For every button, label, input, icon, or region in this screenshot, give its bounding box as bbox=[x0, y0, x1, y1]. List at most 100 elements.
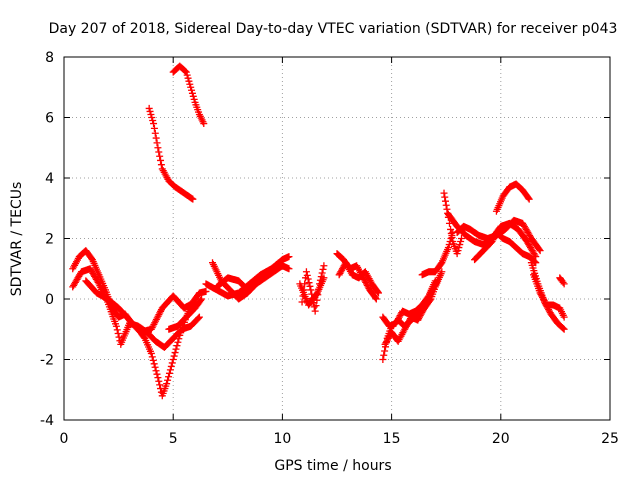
data-point bbox=[150, 124, 158, 132]
data-point bbox=[115, 333, 123, 341]
data-point bbox=[154, 312, 162, 320]
data-point bbox=[187, 83, 195, 91]
data-point bbox=[394, 316, 402, 324]
series-t8 bbox=[209, 259, 293, 303]
data-point bbox=[156, 309, 164, 317]
data-point bbox=[433, 278, 441, 286]
data-point bbox=[195, 313, 203, 321]
data-point bbox=[311, 307, 319, 315]
data-point bbox=[537, 290, 545, 298]
data-point bbox=[164, 376, 172, 384]
data-point bbox=[171, 349, 179, 357]
chart-title: Day 207 of 2018, Sidereal Day-to-day VTE… bbox=[49, 21, 618, 37]
data-point bbox=[243, 285, 251, 293]
data-point bbox=[148, 324, 156, 332]
data-point bbox=[149, 117, 157, 125]
series-t24 bbox=[530, 271, 568, 321]
data-point bbox=[312, 302, 320, 310]
data-point bbox=[156, 152, 164, 160]
x-tick-label: 10 bbox=[273, 431, 291, 447]
data-point bbox=[560, 280, 568, 288]
data-point bbox=[150, 120, 158, 128]
x-axis-label: GPS time / hours bbox=[274, 458, 391, 474]
data-point bbox=[319, 265, 327, 273]
data-point bbox=[416, 312, 424, 320]
data-point bbox=[440, 189, 448, 197]
data-point bbox=[170, 352, 178, 360]
data-point bbox=[169, 356, 177, 363]
data-point bbox=[531, 251, 539, 259]
data-point bbox=[443, 205, 451, 213]
data-point bbox=[148, 353, 156, 361]
data-point bbox=[154, 144, 162, 152]
data-point bbox=[560, 313, 568, 321]
data-point bbox=[152, 317, 160, 325]
data-point bbox=[154, 374, 162, 382]
data-point bbox=[441, 197, 449, 205]
data-point bbox=[381, 347, 389, 355]
data-point bbox=[455, 244, 463, 252]
data-point bbox=[381, 340, 389, 348]
data-point bbox=[374, 288, 382, 296]
data-point bbox=[113, 326, 121, 334]
data-point bbox=[417, 310, 425, 318]
data-point bbox=[156, 381, 164, 389]
y-tick-label: -2 bbox=[40, 353, 54, 369]
series-t11 bbox=[296, 274, 328, 309]
data-point bbox=[539, 293, 547, 301]
y-tick-label: 4 bbox=[45, 171, 54, 187]
y-tick-label: 8 bbox=[45, 50, 54, 66]
data-point bbox=[438, 268, 446, 276]
data-point bbox=[307, 286, 315, 294]
data-point bbox=[285, 253, 293, 261]
series-t22 bbox=[492, 180, 533, 215]
data-point bbox=[151, 363, 159, 371]
data-point bbox=[402, 324, 410, 332]
x-tick-label: 5 bbox=[169, 431, 178, 447]
data-point bbox=[338, 266, 346, 274]
data-point bbox=[183, 71, 191, 79]
data-point bbox=[189, 195, 197, 203]
series-t18 bbox=[440, 189, 465, 258]
data-point bbox=[88, 255, 96, 263]
data-point bbox=[155, 377, 163, 385]
data-point bbox=[431, 281, 439, 289]
data-point bbox=[168, 359, 176, 367]
data-point bbox=[429, 284, 437, 292]
data-point bbox=[447, 229, 455, 237]
data-point bbox=[173, 342, 181, 350]
data-point bbox=[338, 265, 346, 273]
data-point bbox=[195, 314, 203, 322]
data-point bbox=[525, 195, 533, 203]
data-point bbox=[181, 67, 189, 75]
x-tick-label: 25 bbox=[601, 431, 619, 447]
data-point bbox=[447, 225, 455, 233]
data-point bbox=[155, 311, 163, 319]
data-point bbox=[428, 287, 436, 295]
data-point bbox=[166, 366, 174, 374]
data-point bbox=[559, 324, 567, 332]
data-point bbox=[148, 114, 156, 121]
data-point bbox=[379, 356, 387, 363]
data-point bbox=[457, 238, 465, 246]
data-point bbox=[155, 148, 163, 156]
data-point bbox=[395, 313, 403, 321]
series-t17 bbox=[418, 228, 457, 279]
data-point bbox=[420, 306, 428, 314]
x-tick-label: 15 bbox=[383, 431, 401, 447]
data-point bbox=[202, 287, 210, 295]
data-point bbox=[454, 247, 462, 255]
data-point bbox=[427, 289, 435, 297]
data-point bbox=[304, 275, 312, 283]
data-point bbox=[318, 269, 326, 277]
data-point bbox=[145, 104, 153, 112]
data-point bbox=[418, 309, 426, 317]
data-point bbox=[536, 247, 544, 255]
data-point bbox=[432, 280, 440, 288]
data-point bbox=[114, 329, 122, 337]
data-point bbox=[151, 129, 159, 137]
data-point bbox=[305, 279, 313, 287]
data-point bbox=[402, 322, 410, 330]
data-point bbox=[285, 265, 293, 273]
series-t9 bbox=[213, 274, 251, 294]
